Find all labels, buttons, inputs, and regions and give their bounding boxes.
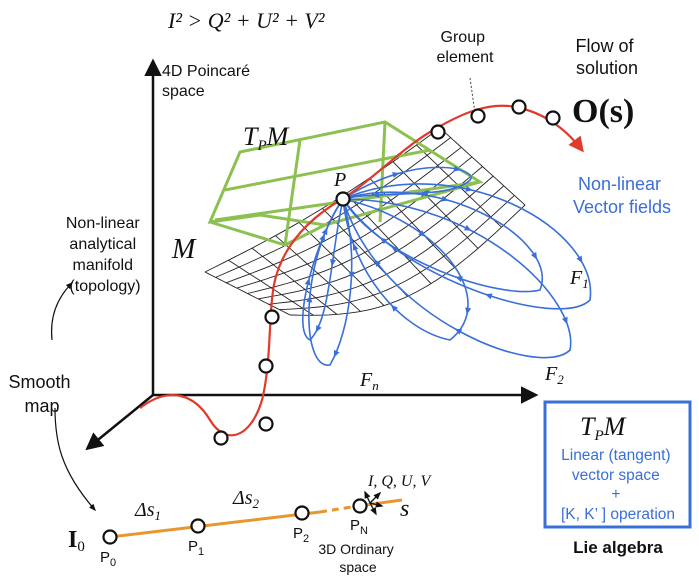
vector-field-arrowhead: [576, 255, 583, 264]
vector-field-arrowhead: [531, 252, 538, 260]
group-element-label: Group element: [437, 29, 494, 66]
point-p-marker: [335, 191, 351, 207]
smooth-map-label: Smooth map: [8, 372, 75, 416]
curve-point: [264, 309, 280, 325]
curve-point: [258, 358, 274, 374]
s-label: s: [400, 496, 409, 522]
field-fn-label: Fn: [359, 369, 379, 393]
vector-field-loop-fn: [308, 198, 353, 366]
delta-s1-label: Δs1: [134, 499, 161, 523]
vector-field-arrowhead: [333, 349, 340, 358]
vector-field-loop-f2-inner: [342, 198, 469, 341]
point-pn: [352, 498, 368, 514]
delta-s2-label: Δs2: [232, 487, 260, 511]
vector-field-loop-f2: [342, 198, 572, 359]
vector-field-arrowhead: [465, 185, 473, 192]
vector-field-arrowhead: [463, 224, 472, 231]
vector-field-arrowhead: [306, 295, 313, 303]
poincare-space-label: 4D Poincaré space: [162, 63, 255, 100]
field-f2-label: F2: [544, 363, 564, 387]
vector-field-arrowhead: [304, 277, 311, 286]
vector-field-arrowhead: [418, 230, 426, 237]
flow-of-solution-label: Flow of solution: [575, 36, 638, 78]
vector-field-arrowhead: [484, 293, 493, 300]
manifold-surface: [204, 127, 526, 316]
z-axis: [85, 394, 154, 451]
vector-field-loop-top: [342, 166, 472, 200]
curve-point: [545, 110, 561, 126]
point-p2: [294, 505, 310, 521]
manifold-gridline: [236, 156, 473, 289]
manifold-gridline: [215, 137, 451, 278]
tangent-plane-gridline: [378, 121, 387, 223]
curve-points: [213, 99, 561, 446]
equation: I² > Q² + U² + V²: [167, 8, 325, 33]
point-p0: [102, 529, 118, 545]
vector-field-arrowhead: [390, 304, 398, 312]
ordinary-space-line: [109, 510, 321, 539]
curve-point: [258, 416, 274, 432]
tangent-plane-gridline: [283, 139, 302, 246]
manifold-gridline: [226, 146, 462, 284]
ordinary-space-line-dashed: [319, 504, 359, 514]
nonlinear-manifold-label: Non-linear analytical manifold (topology…: [66, 215, 144, 295]
vector-field-arrowhead: [391, 245, 399, 253]
vector-field-loop-f1: [342, 183, 592, 310]
i0-label: I0: [68, 527, 85, 555]
tangent-space-label: TPM: [243, 122, 290, 154]
nonlinear-vector-fields-label: Non-linear Vector fields: [573, 174, 671, 217]
curve-point: [430, 124, 446, 140]
vector-field-arrowhead: [465, 307, 472, 315]
vector-fields: [302, 165, 592, 366]
iquv-label: I, Q, U, V: [367, 473, 432, 490]
curve-point: [470, 108, 486, 124]
point-p1: [190, 518, 206, 534]
point-p1-label: P1: [188, 538, 204, 558]
curve-point: [213, 430, 229, 446]
o-of-s-label: O(s): [572, 93, 634, 130]
vector-field-loop-f1-inner: [342, 191, 543, 293]
axes: [85, 58, 539, 451]
vector-field-arrowhead: [441, 195, 449, 202]
box-title: TPM: [580, 412, 627, 444]
vector-field-arrowhead: [321, 227, 328, 236]
vector-field-arrowhead: [315, 324, 322, 333]
vector-field-loop-fn-inner: [302, 198, 344, 341]
smooth-map-arrow-down: [54, 407, 96, 512]
vector-field-arrowhead: [453, 165, 462, 172]
manifold-gridline: [289, 204, 526, 316]
local-axes-icon: [364, 490, 384, 516]
vector-field-arrowhead: [379, 237, 388, 245]
tangent-plane-gridline: [224, 148, 431, 192]
box-description: Linear (tangent) vector space + [K, K’ ]…: [561, 447, 675, 523]
vector-field-arrowhead: [420, 189, 428, 196]
point-p-label: P: [333, 169, 346, 191]
group-element-leader: [469, 77, 476, 114]
vector-field-arrowhead: [561, 316, 568, 325]
tangent-plane-edge: [209, 220, 326, 247]
lie-algebra-label: Lie algebra: [573, 538, 663, 557]
point-p0-label: P0: [100, 549, 116, 569]
vector-field-arrowhead: [348, 271, 355, 279]
vector-field-arrowhead: [352, 243, 359, 251]
ordinary-points: [102, 498, 368, 545]
curve-point: [511, 99, 527, 115]
manifold-label: M: [171, 234, 197, 265]
vector-field-arrowhead: [374, 259, 381, 267]
point-p2-label: P2: [293, 525, 309, 545]
field-f1-label: F1: [569, 267, 589, 291]
smooth-map-arrow-up: [50, 281, 74, 341]
solution-curve: [139, 104, 584, 437]
vector-field-arrowhead: [372, 191, 380, 198]
ordinary-space-label: 3D Ordinary space: [318, 541, 397, 575]
point-pn-label: PN: [350, 517, 368, 537]
vector-field-arrowhead: [330, 259, 336, 267]
lie-algebra-box: [543, 400, 692, 529]
vector-field-arrowhead: [392, 172, 400, 178]
